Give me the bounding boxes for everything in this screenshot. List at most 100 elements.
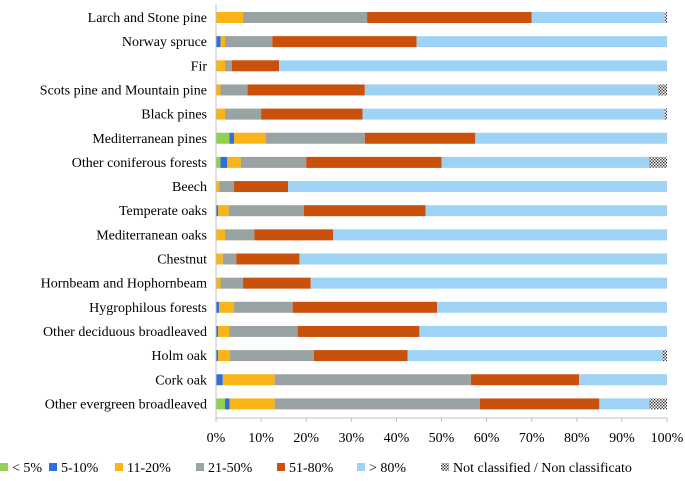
category-label: Holm oak bbox=[151, 349, 207, 364]
legend-label-not-classified-non-classificato: Not classified / Non classificato bbox=[453, 461, 632, 476]
category-label: Other coniferous forests bbox=[72, 156, 207, 171]
bars-layer bbox=[216, 12, 668, 410]
bar-segment-scots-pine-and-mountain-pine-80 bbox=[364, 84, 658, 96]
x-tick-label: 40% bbox=[384, 431, 410, 446]
category-label: Hornbeam and Hophornbeam bbox=[41, 277, 208, 292]
bar-segment-hygrophilous-forests-11-20 bbox=[219, 301, 235, 313]
bar-segment-chestnut-80 bbox=[299, 253, 667, 265]
bar-segment-norway-spruce-11-20 bbox=[220, 36, 226, 48]
category-label: Temperate oaks bbox=[119, 204, 207, 219]
category-label: Mediterranean oaks bbox=[96, 228, 207, 243]
bar-segment-hygrophilous-forests-5-10 bbox=[216, 301, 220, 313]
x-tick-label: 20% bbox=[293, 431, 319, 446]
bar-segment-beech-80 bbox=[288, 181, 667, 193]
bar-segment-scots-pine-and-mountain-pine-21-50 bbox=[220, 84, 248, 96]
bar-segment-other-coniferous-forests-5 bbox=[216, 156, 221, 168]
bar-segment-other-deciduous-broadleaved-80 bbox=[419, 325, 667, 337]
bar-segment-other-coniferous-forests-51-80 bbox=[306, 156, 442, 168]
legend-label-21-50: 21-50% bbox=[208, 461, 253, 476]
bar-segment-temperate-oaks-5-10 bbox=[216, 205, 219, 217]
bar-segment-other-coniferous-forests-80 bbox=[441, 156, 649, 168]
bar-segment-other-deciduous-broadleaved-5-10 bbox=[216, 325, 219, 337]
bar-segment-other-evergreen-broadleaved-not-classified-non-classificato bbox=[648, 398, 667, 410]
bar-segment-beech-51-80 bbox=[234, 181, 289, 193]
bar-segment-holm-oak-51-80 bbox=[313, 350, 408, 362]
legend-swatch-51-80 bbox=[277, 463, 285, 471]
bar-segment-holm-oak-11-20 bbox=[218, 350, 230, 362]
x-tick-label: 10% bbox=[248, 431, 274, 446]
legend-label-51-80: 51-80% bbox=[289, 461, 334, 476]
category-label: Beech bbox=[172, 180, 207, 195]
bar-segment-other-evergreen-broadleaved-5 bbox=[216, 398, 226, 410]
bar-segment-fir-11-20 bbox=[216, 60, 226, 72]
bar-segment-hygrophilous-forests-80 bbox=[436, 301, 667, 313]
bar-segment-mediterranean-oaks-21-50 bbox=[225, 229, 255, 241]
bar-segment-hornbeam-and-hophornbeam-51-80 bbox=[243, 277, 311, 289]
bar-segment-mediterranean-pines-21-50 bbox=[265, 132, 365, 144]
bar-segment-mediterranean-oaks-11-20 bbox=[216, 229, 226, 241]
bar-segment-other-evergreen-broadleaved-80 bbox=[599, 398, 649, 410]
bar-segment-mediterranean-oaks-51-80 bbox=[254, 229, 334, 241]
legend-swatch-21-50 bbox=[196, 463, 204, 471]
bar-segment-scots-pine-and-mountain-pine-51-80 bbox=[247, 84, 365, 96]
category-label: Chestnut bbox=[157, 253, 207, 268]
legend-label-11-20: 11-20% bbox=[127, 461, 171, 476]
bar-segment-holm-oak-not-classified-non-classificato bbox=[662, 350, 667, 362]
bar-segment-larch-and-stone-pine-not-classified-non-classificato bbox=[664, 12, 667, 23]
bar-segment-larch-and-stone-pine-51-80 bbox=[367, 12, 532, 23]
bar-segment-other-evergreen-broadleaved-21-50 bbox=[274, 398, 480, 410]
category-label: Cork oak bbox=[155, 373, 207, 388]
x-tick-label: 90% bbox=[609, 431, 635, 446]
bar-segment-black-pines-80 bbox=[362, 108, 665, 120]
bar-segment-larch-and-stone-pine-11-20 bbox=[216, 12, 244, 23]
x-tick-label: 50% bbox=[429, 431, 455, 446]
bar-segment-cork-oak-5-10 bbox=[216, 374, 223, 386]
legend-swatch-11-20 bbox=[115, 463, 123, 471]
bar-segment-other-deciduous-broadleaved-21-50 bbox=[229, 325, 298, 337]
bar-segment-larch-and-stone-pine-80 bbox=[531, 12, 665, 23]
category-label: Larch and Stone pine bbox=[88, 11, 207, 26]
bar-segment-mediterranean-pines-5 bbox=[216, 132, 230, 144]
legend-label-5-10: 5-10% bbox=[61, 461, 99, 476]
x-tick-label: 80% bbox=[564, 431, 590, 446]
bar-segment-black-pines-51-80 bbox=[261, 108, 363, 120]
x-tick-label: 70% bbox=[519, 431, 545, 446]
bar-segment-larch-and-stone-pine-21-50 bbox=[243, 12, 368, 23]
category-label: Mediterranean pines bbox=[92, 132, 207, 147]
bar-segment-black-pines-not-classified-non-classificato bbox=[664, 108, 667, 120]
bar-segment-cork-oak-11-20 bbox=[222, 374, 275, 386]
x-axis: 0% 10% 20% 30% 40% 50% 60% 70% 80% 90% 100% bbox=[207, 4, 684, 446]
bar-segment-other-coniferous-forests-21-50 bbox=[240, 156, 307, 168]
bar-segment-mediterranean-pines-5-10 bbox=[229, 132, 235, 144]
bar-segment-other-evergreen-broadleaved-5-10 bbox=[225, 398, 230, 410]
bar-segment-norway-spruce-21-50 bbox=[225, 36, 273, 48]
bar-segment-norway-spruce-51-80 bbox=[272, 36, 417, 48]
x-tick-label: 0% bbox=[207, 431, 226, 446]
bar-segment-beech-11-20 bbox=[216, 181, 220, 193]
bar-segment-norway-spruce-5-10 bbox=[216, 36, 221, 48]
bar-segment-hygrophilous-forests-51-80 bbox=[292, 301, 437, 313]
bar-segment-other-coniferous-forests-5-10 bbox=[220, 156, 228, 168]
x-tick-label: 100% bbox=[651, 431, 684, 446]
bar-segment-other-deciduous-broadleaved-51-80 bbox=[297, 325, 420, 337]
legend-swatch-5-10 bbox=[49, 463, 57, 471]
category-label: Scots pine and Mountain pine bbox=[40, 83, 207, 98]
bar-segment-mediterranean-pines-51-80 bbox=[364, 132, 476, 144]
bar-segment-black-pines-21-50 bbox=[225, 108, 262, 120]
legend: < 5% 5-10% 11-20% 21-50% 51-80% > 80% Not clas… bbox=[0, 461, 632, 476]
bar-segment-other-coniferous-forests-not-classified-non-classificato bbox=[648, 156, 667, 168]
bar-segment-scots-pine-and-mountain-pine-11-20 bbox=[216, 84, 221, 96]
category-label: Hygrophilous forests bbox=[89, 301, 207, 316]
bar-segment-mediterranean-pines-11-20 bbox=[234, 132, 266, 144]
bar-segment-other-evergreen-broadleaved-11-20 bbox=[229, 398, 275, 410]
bar-segment-hornbeam-and-hophornbeam-11-20 bbox=[216, 277, 221, 289]
bar-segment-chestnut-51-80 bbox=[236, 253, 300, 265]
bar-segment-hygrophilous-forests-21-50 bbox=[234, 301, 293, 313]
x-tick-label: 60% bbox=[474, 431, 500, 446]
bar-segment-mediterranean-oaks-80 bbox=[333, 229, 667, 241]
legend-swatch-5 bbox=[0, 463, 8, 471]
bar-segment-cork-oak-80 bbox=[579, 374, 668, 386]
bar-segment-scots-pine-and-mountain-pine-not-classified-non-classificato bbox=[657, 84, 667, 96]
